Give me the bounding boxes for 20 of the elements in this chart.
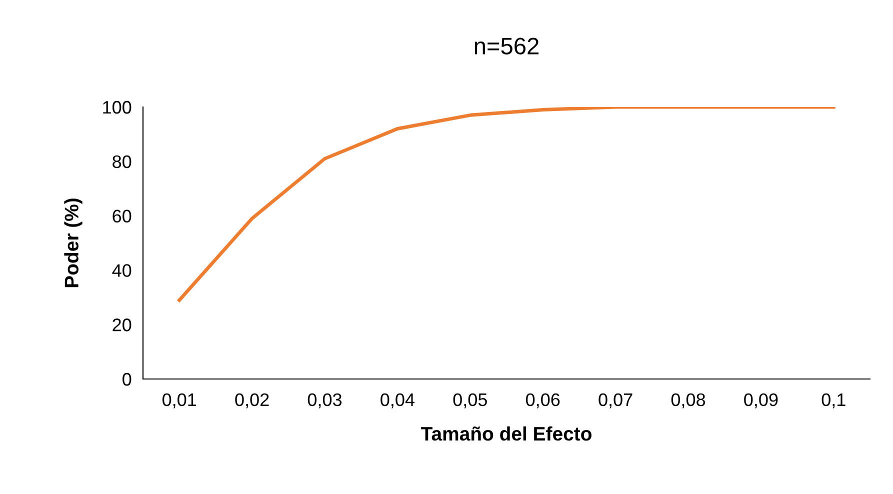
x-tick-label: 0,09 (744, 393, 778, 408)
x-tick-label: 0,05 (453, 393, 487, 408)
x-tick-label: 0,03 (308, 393, 342, 408)
y-tick-label: 40 (112, 264, 132, 277)
x-tick-label: 0,01 (162, 393, 196, 408)
y-tick-label: 100 (103, 100, 132, 114)
x-tick-label: 0,04 (380, 393, 414, 408)
y-axis-title: Poder (%) (64, 198, 82, 288)
x-tick-label: 0,02 (235, 393, 269, 408)
y-tick-label: 20 (112, 318, 132, 332)
x-tick-label: 0,06 (526, 393, 560, 408)
y-tick-label: 60 (112, 210, 132, 223)
x-axis-title: Tamaño del Efecto (421, 426, 592, 441)
line-series (178, 107, 836, 302)
x-tick-label: 0,08 (671, 393, 706, 408)
y-tick-label: 80 (112, 155, 132, 168)
x-tick-label: 0,07 (598, 393, 632, 408)
y-tick-label: 0 (122, 372, 132, 386)
x-tick-label: 0,1 (822, 393, 846, 408)
chart-title: n=562 (474, 38, 538, 54)
